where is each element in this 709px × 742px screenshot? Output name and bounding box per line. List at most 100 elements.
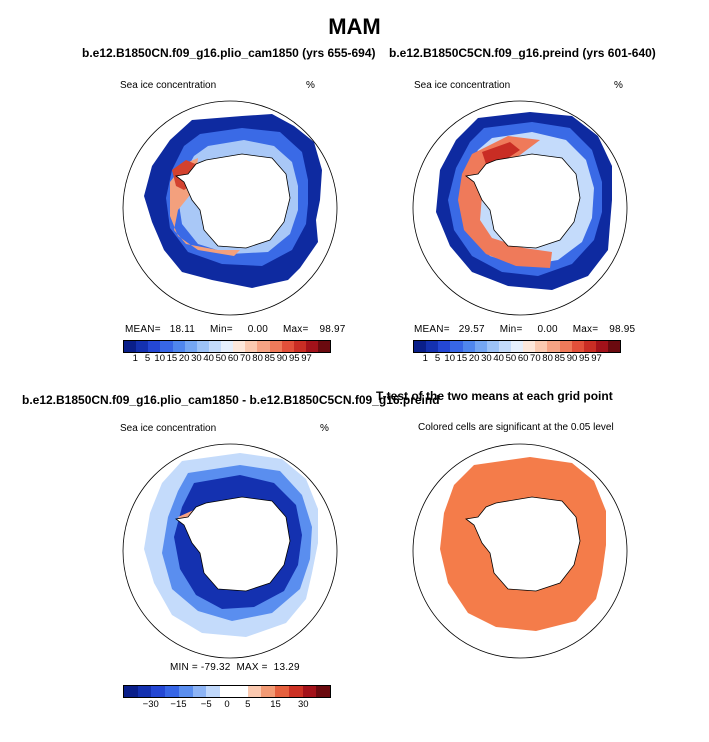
colorbar-tick-label: 20 xyxy=(468,353,480,364)
colorbar-box xyxy=(414,341,427,352)
colorbar-box xyxy=(462,341,475,352)
colorbar-box xyxy=(281,341,294,352)
colorbar-box xyxy=(192,686,207,697)
colorbar-tick-label: 15 xyxy=(270,699,281,710)
colorbar-tick-label: 80 xyxy=(252,353,263,364)
colorbar-tick-label: 90 xyxy=(566,353,578,364)
panel-4-title: T-test of the two means at each grid poi… xyxy=(376,389,613,403)
colorbar-tick-label: 5 xyxy=(144,353,151,364)
colorbar-box xyxy=(318,341,331,352)
panel-3-units: % xyxy=(320,423,329,434)
colorbar-box xyxy=(233,341,246,352)
panel-2-units: % xyxy=(614,80,623,91)
colorbar-box xyxy=(293,341,306,352)
colorbar-box xyxy=(302,686,317,697)
colorbar-box xyxy=(184,341,197,352)
colorbar-box xyxy=(261,686,276,697)
panel-1-units: % xyxy=(306,80,315,91)
colorbar-box xyxy=(316,686,331,697)
colorbar-box xyxy=(245,341,258,352)
colorbar-tick-label: 10 xyxy=(444,353,455,364)
colorbar-tick-label: 90 xyxy=(276,353,288,364)
min-value: 0.00 xyxy=(537,324,558,335)
min-value: 0.00 xyxy=(247,324,269,335)
colorbar-box xyxy=(247,686,262,697)
panel-3-polar-map xyxy=(122,443,338,659)
antarctica-continent xyxy=(465,496,581,592)
colorbar-tick-label: 15 xyxy=(166,353,178,364)
colorbar-tick-label: −15 xyxy=(170,699,187,710)
colorbar-tick-label: 30 xyxy=(297,699,309,710)
panel-3-colorbar xyxy=(123,685,331,698)
max-value: 98.95 xyxy=(609,324,636,335)
colorbar-box xyxy=(208,341,221,352)
colorbar-tick-label: 40 xyxy=(493,353,504,364)
panel-1-title: b.e12.B1850CN.f09_g16.plio_cam1850 (yrs … xyxy=(82,46,376,60)
colorbar-tick-label: 5 xyxy=(245,699,251,710)
colorbar-tick-label: 97 xyxy=(301,353,312,364)
panel-3-title: b.e12.B1850CN.f09_g16.plio_cam1850 - b.e… xyxy=(22,393,440,407)
panel-3-field-label: Sea ice concentration xyxy=(120,423,217,434)
colorbar-tick-label: 50 xyxy=(215,353,227,364)
colorbar-box xyxy=(275,686,289,697)
colorbar-tick-label: 0 xyxy=(224,699,230,710)
colorbar-box xyxy=(571,341,584,352)
colorbar-box xyxy=(523,341,536,352)
panel-2-title: b.e12.B1850C5CN.f09_g16.preind (yrs 601-… xyxy=(389,46,656,60)
colorbar-box xyxy=(220,686,234,697)
colorbar-box xyxy=(233,686,248,697)
colorbar-box xyxy=(608,341,621,352)
mean-value: 18.11 xyxy=(169,324,196,335)
antarctica-continent xyxy=(175,153,291,249)
colorbar-tick-label: 70 xyxy=(240,353,251,364)
colorbar-box xyxy=(269,341,282,352)
panel-1-colorbar xyxy=(123,340,331,353)
colorbar-tick-label: 97 xyxy=(591,353,602,364)
panel-4-polar-map xyxy=(412,443,628,659)
colorbar-box xyxy=(305,341,318,352)
colorbar-box xyxy=(151,686,166,697)
colorbar-box xyxy=(511,341,524,352)
colorbar-box xyxy=(206,686,221,697)
colorbar-tick-label: 40 xyxy=(203,353,214,364)
figure-title: MAM xyxy=(328,14,381,39)
colorbar-box xyxy=(148,341,161,352)
colorbar-box xyxy=(547,341,560,352)
colorbar-box xyxy=(474,341,487,352)
panel-1-stats: MEAN= 18.11 Min= 0.00 Max= 98.97 xyxy=(125,324,346,335)
colorbar-tick-label: −30 xyxy=(142,699,159,710)
colorbar-box xyxy=(124,341,137,352)
colorbar-tick-label: 95 xyxy=(578,353,590,364)
panel-2-stats: MEAN= 29.57 Min= 0.00 Max= 98.95 xyxy=(414,324,635,335)
colorbar-box xyxy=(257,341,270,352)
panel-1-field-label: Sea ice concentration xyxy=(120,80,217,91)
colorbar-tick-label: 60 xyxy=(227,353,239,364)
colorbar-tick-label: 50 xyxy=(505,353,517,364)
colorbar-tick-label: 70 xyxy=(530,353,541,364)
colorbar-box xyxy=(498,341,511,352)
colorbar-tick-label: 30 xyxy=(191,353,202,364)
sea-ice-peak-region xyxy=(482,142,520,164)
colorbar-tick-label: 1 xyxy=(422,353,428,364)
mean-label: MEAN= xyxy=(414,324,450,335)
panel-1-polar-map xyxy=(122,100,338,316)
colorbar-box xyxy=(124,686,138,697)
antarctica-continent xyxy=(465,153,581,249)
colorbar-tick-label: 95 xyxy=(288,353,300,364)
colorbar-tick-label: 1 xyxy=(132,353,138,364)
panel-2-polar-map xyxy=(412,100,628,316)
colorbar-box xyxy=(438,341,451,352)
colorbar-box xyxy=(595,341,608,352)
colorbar-tick-label: 60 xyxy=(517,353,529,364)
colorbar-tick-label: 85 xyxy=(264,353,276,364)
colorbar-tick-label: 15 xyxy=(456,353,468,364)
colorbar-box xyxy=(426,341,439,352)
mean-value: 29.57 xyxy=(458,324,485,335)
max-label: Max= xyxy=(572,324,599,335)
colorbar-box xyxy=(165,686,179,697)
mean-label: MEAN= xyxy=(125,324,161,335)
colorbar-box xyxy=(288,686,303,697)
colorbar-box xyxy=(559,341,572,352)
colorbar-box xyxy=(196,341,209,352)
panel-3-stats: MIN = -79.32 MAX = 13.29 xyxy=(170,662,300,673)
